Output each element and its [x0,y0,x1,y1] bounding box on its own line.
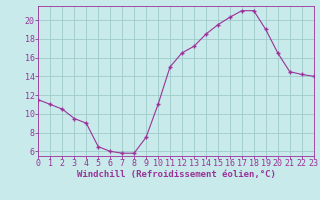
X-axis label: Windchill (Refroidissement éolien,°C): Windchill (Refroidissement éolien,°C) [76,170,276,179]
